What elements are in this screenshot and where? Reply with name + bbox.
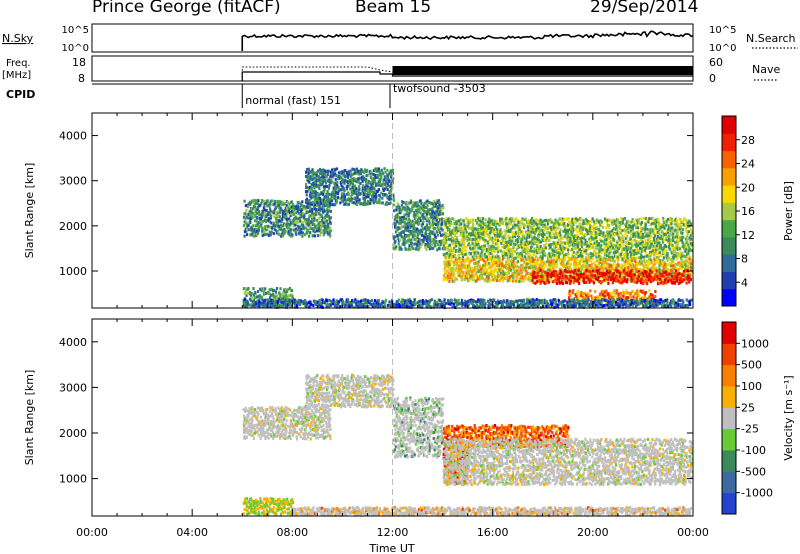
x-axis-label: Time UT [368,542,414,554]
y-tick-label: 1000 [59,473,87,486]
power-colorbar: 28 24 20 16 12 8 4 Power [dB] [721,115,795,307]
y-tick-label: 2000 [59,220,87,233]
station-title: Prince George (fitACF) [92,0,281,17]
y-tick-label: 3000 [59,175,87,188]
y-tick-label: 4000 [59,130,87,143]
colorbar-segment [722,236,736,255]
y-tick-label: 3000 [59,381,87,394]
velocity-data [242,373,694,517]
y-axis-label: Slant Range [km] [23,163,36,259]
nsky-tick-bottom: 10^0 [62,43,89,54]
freq-label: Freq. [6,58,31,69]
colorbar-tick-label: 25 [741,401,755,414]
colorbar-segment [722,271,736,290]
nsky-tick-top: 10^5 [62,25,89,36]
cpid-mode-label: normal (fast) 151 [245,94,341,107]
colorbar-tick-label: -100 [741,444,766,457]
nave-trace [241,66,393,81]
colorbar-tick-label: 24 [741,158,755,171]
colorbar-tick-label: -1000 [741,487,773,500]
colorbar-segment [722,167,736,186]
x-tick-label: 00:00 [677,526,709,539]
colorbar-tick-label: -500 [741,465,766,478]
colorbar-segment [722,471,736,494]
colorbar-label: Power [dB] [782,181,795,241]
colorbar-tick-label: 28 [741,134,755,147]
colorbar-tick-label: 4 [741,276,748,289]
x-tick-label: 00:00 [76,526,108,539]
colorbar-tick-label: 1000 [741,337,769,350]
colorbar-segment [722,288,736,307]
nsearch-label: N.Search [746,32,796,45]
date-title: 29/Sep/2014 [590,0,698,17]
colorbar-segment [722,202,736,221]
colorbar-tick-label: 100 [741,380,762,393]
nsearch-tick-top: 10^5 [709,25,736,36]
x-tick-label: 04:00 [176,526,208,539]
nave-dense-block [392,66,693,75]
power-data [242,167,694,309]
colorbar-tick-label: 8 [741,253,748,266]
colorbar-segment [722,343,736,366]
y-tick-label: 2000 [59,427,87,440]
freq-tick-bottom: 8 [78,72,85,85]
colorbar-tick-label: -25 [741,423,759,436]
freq-panel: Freq. [MHz] 18 8 60 0 Nave [2,55,780,85]
colorbar-segment [722,133,736,152]
colorbar-tick-label: 500 [741,359,762,372]
freq-tick-top: 18 [72,56,86,69]
colorbar-segment [722,364,736,387]
x-tick-label: 16:00 [477,526,509,539]
colorbar-segment [722,116,736,134]
nsky-trace [241,30,694,51]
nave-tick-bottom: 0 [709,72,716,85]
nsearch-tick-bottom: 10^0 [709,43,736,54]
x-tick-label: 20:00 [577,526,609,539]
power-panel: 1000 2000 3000 4000 Slant Range [km] [23,112,694,309]
colorbar-segment [722,219,736,238]
beam-title: Beam 15 [355,0,431,17]
colorbar-segment [722,322,736,344]
colorbar-segment [722,254,736,272]
nave-tick-top: 60 [709,56,723,69]
x-tick-label: 08:00 [276,526,308,539]
nsky-panel: N.Sky 10^5 10^0 10^5 10^0 N.Search [2,23,798,54]
nave-label: Nave [752,63,780,76]
velocity-colorbar: 1000 500 100 25 -25 -100 -500 -1000 Velocity [m … [721,321,795,515]
velocity-panel: 1000 2000 3000 4000 Slant Range [km] [23,318,694,517]
colorbar-segment [722,450,736,472]
colorbar-segment [722,492,736,515]
y-tick-label: 4000 [59,336,87,349]
colorbar-segment [722,407,736,430]
cpid-label: CPID [6,88,35,101]
colorbar-segment [722,150,736,169]
colorbar-segment [722,386,736,408]
colorbar-label: Velocity [m s⁻¹] [782,375,795,460]
colorbar-tick-label: 12 [741,229,755,242]
cpid-mode-label: twofsound -3503 [393,82,486,95]
colorbar-tick-label: 16 [741,205,755,218]
y-axis-label: Slant Range [km] [23,370,36,466]
colorbar-segment [722,185,736,203]
colorbar-tick-label: 20 [741,181,755,194]
y-tick-label: 1000 [59,265,87,278]
x-tick-label: 12:00 [377,526,409,539]
cpid-panel: CPID normal (fast) 151 twofsound -3503 [6,82,693,108]
time-axis: 00:00 04:00 08:00 12:00 16:00 20:00 00:00 [76,526,709,539]
colorbar-segment [722,428,736,451]
freq-trace [241,71,693,81]
nsky-label: N.Sky [2,32,34,45]
freq-unit: [MHz] [2,70,31,81]
